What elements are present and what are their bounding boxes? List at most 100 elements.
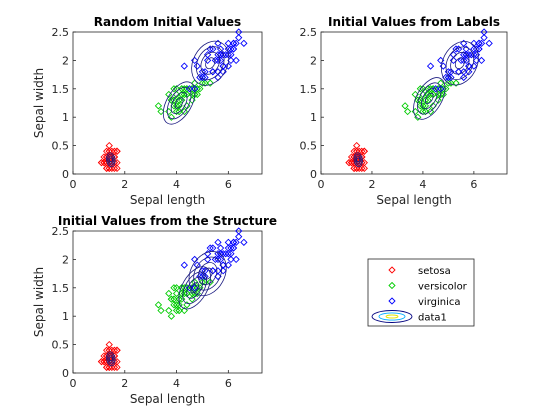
data-point xyxy=(196,85,204,93)
data-point xyxy=(232,238,240,246)
data-point xyxy=(172,301,181,309)
data-point xyxy=(170,85,178,93)
data-point xyxy=(224,261,232,269)
data-point xyxy=(206,79,214,87)
data-point xyxy=(416,102,425,110)
data-point xyxy=(401,102,409,110)
legend[interactable]: setosa versicolor virginica data1 xyxy=(367,258,475,327)
data-point xyxy=(214,56,222,65)
x-tick-label: 4 xyxy=(419,178,426,191)
data-point xyxy=(113,164,121,172)
contour-line-component-3-level-1 xyxy=(202,267,213,280)
contour-line-component-3-level-1 xyxy=(454,57,465,70)
data-point xyxy=(110,164,119,172)
data-point xyxy=(170,295,178,303)
data-point xyxy=(209,267,217,275)
data-point xyxy=(110,363,119,371)
data-point xyxy=(224,250,232,258)
data-point xyxy=(460,68,468,76)
data-point xyxy=(172,107,181,116)
plot-area xyxy=(72,230,263,374)
data-point xyxy=(227,250,235,258)
x-tick-label: 4 xyxy=(173,178,180,191)
data-point xyxy=(167,295,176,303)
contour-line-component-1-level-2 xyxy=(355,155,361,164)
data-point xyxy=(224,62,232,70)
data-point xyxy=(178,96,186,104)
contour-line-component-1-level-2 xyxy=(108,354,114,363)
data-point xyxy=(170,284,178,292)
data-point xyxy=(477,39,486,47)
axes-random-initial-values[interactable]: 0 2 4 6 0 0.5 1 1.5 2 2.5 Random Initial Values Sep… xyxy=(32,15,263,207)
y-tick-label: 1.5 xyxy=(52,83,70,96)
x-axis-label: Sepal length xyxy=(376,193,451,207)
data-point xyxy=(350,164,358,172)
contour-line-component-3-level-1 xyxy=(205,57,216,70)
axes-initial-values-from-labels[interactable]: 0 2 4 6 0 0.5 1 1.5 2 2.5 Initial Values from Labe… xyxy=(300,15,508,207)
data-point xyxy=(105,147,113,155)
data-point xyxy=(201,73,209,82)
data-point xyxy=(442,85,450,93)
x-tick-label: 2 xyxy=(368,178,375,191)
data-point xyxy=(175,306,183,315)
data-point xyxy=(426,107,435,116)
data-point xyxy=(358,164,366,172)
data-point xyxy=(449,56,458,65)
data-point xyxy=(442,73,450,82)
data-point xyxy=(165,289,173,298)
data-point xyxy=(154,102,163,110)
data-point xyxy=(167,312,176,320)
data-point xyxy=(457,56,465,65)
y-tick-label: 0 xyxy=(62,367,69,380)
data-point xyxy=(460,39,468,47)
data-point xyxy=(462,51,470,59)
data-point xyxy=(211,56,220,65)
data-point xyxy=(167,113,176,121)
data-point xyxy=(170,96,178,104)
legend-contour-inner xyxy=(385,314,399,319)
data-point xyxy=(421,107,430,116)
contour-line-component-3-level-3 xyxy=(445,46,475,80)
contour-line-component-1-level-1 xyxy=(108,157,113,162)
data-point xyxy=(180,90,188,99)
data-point xyxy=(235,28,243,36)
data-point xyxy=(113,147,121,155)
data-point xyxy=(214,250,222,258)
data-point xyxy=(347,159,356,167)
contour-line-component-3-level-3 xyxy=(193,256,222,291)
contour-line-component-2-level-4 xyxy=(413,77,446,120)
data-point xyxy=(240,39,248,47)
x-tick-label: 6 xyxy=(225,178,232,191)
data-point xyxy=(460,56,468,65)
contour-line-component-1-level-3 xyxy=(107,154,115,166)
y-tick-label: 2 xyxy=(310,54,317,67)
data-point xyxy=(172,306,181,315)
data-point xyxy=(165,306,173,315)
data-point xyxy=(235,34,243,42)
data-point xyxy=(165,107,173,116)
data-point xyxy=(193,85,201,93)
legend-label-setosa: setosa xyxy=(418,266,451,277)
data-point xyxy=(108,346,116,354)
data-point xyxy=(103,147,111,155)
contour-line-component-2-level-3 xyxy=(166,86,192,120)
data-point xyxy=(475,45,483,53)
data-point xyxy=(403,107,412,116)
data-point xyxy=(113,363,121,371)
contour-line-component-2-level-2 xyxy=(170,92,188,114)
chart-title: Random Initial Values xyxy=(94,15,241,29)
data-point xyxy=(345,159,353,167)
data-point xyxy=(454,68,463,76)
y-tick-label: 2.5 xyxy=(300,26,318,39)
y-tick-label: 0.5 xyxy=(52,140,70,153)
data-point xyxy=(214,267,222,275)
data-point xyxy=(103,346,111,354)
series-virginica xyxy=(426,28,493,93)
data-point xyxy=(180,306,188,315)
data-point xyxy=(103,363,111,371)
data-point xyxy=(240,238,248,246)
y-axis-label: Sepal width xyxy=(32,68,46,138)
x-tick-label: 6 xyxy=(470,178,477,191)
data-point xyxy=(424,96,432,104)
